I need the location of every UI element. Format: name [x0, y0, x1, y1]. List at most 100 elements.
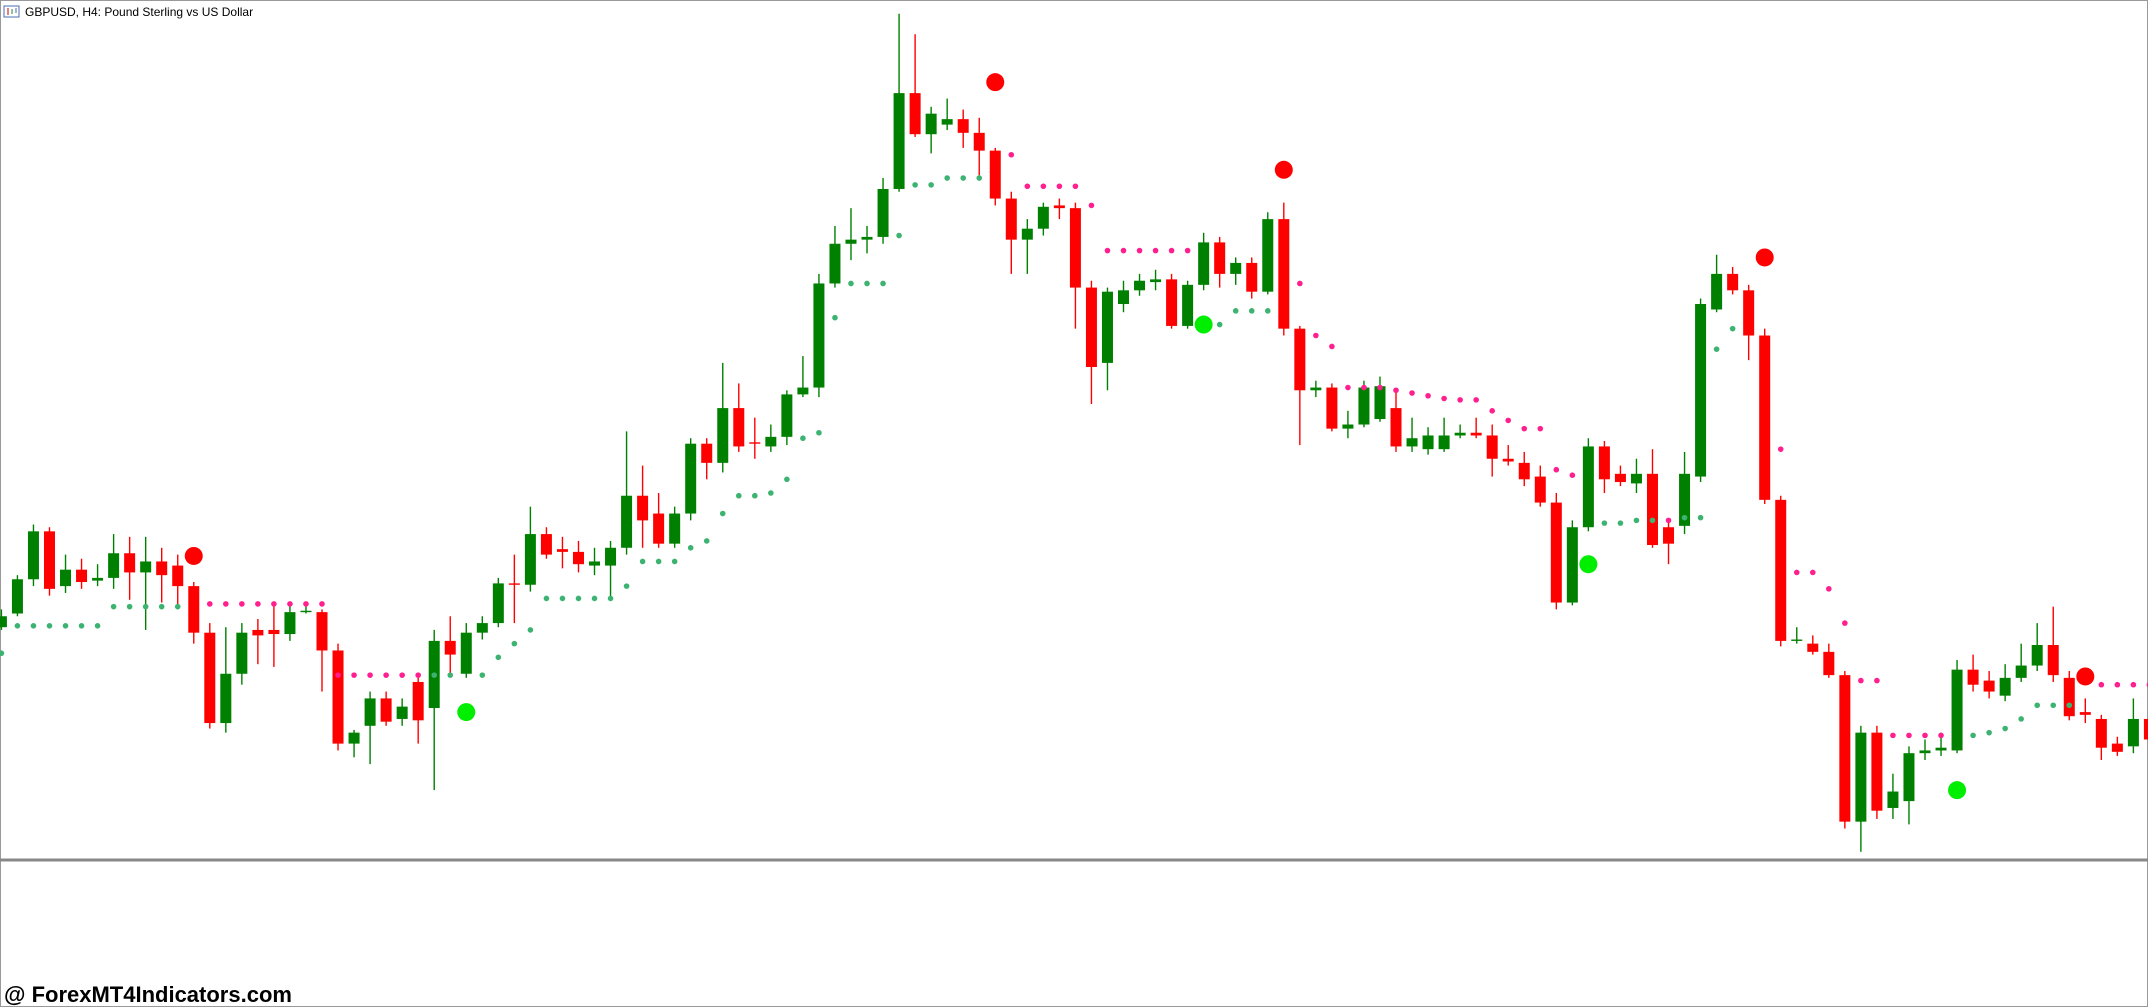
candle-body	[60, 569, 72, 587]
candle-body	[204, 632, 216, 724]
candle-body	[1262, 219, 1274, 292]
sar-dot	[1457, 397, 1463, 403]
sar-dot	[287, 601, 293, 607]
sar-dot	[1906, 732, 1912, 739]
candle-body	[733, 408, 745, 447]
candle-body	[140, 561, 152, 573]
candle-body	[1935, 747, 1947, 751]
candle-body	[508, 583, 520, 585]
sar-dot	[1809, 569, 1816, 576]
candle-body	[1021, 228, 1033, 240]
sar-dot	[2034, 702, 2041, 709]
candle-body	[300, 610, 312, 613]
candle-body	[1310, 387, 1322, 391]
candle-body	[621, 495, 633, 548]
sar-dot	[671, 558, 678, 565]
sar-dot	[1248, 308, 1255, 314]
sar-dot	[1489, 408, 1495, 414]
candle-body	[2111, 743, 2123, 752]
candle-body	[1823, 651, 1835, 676]
sar-dot	[1713, 346, 1720, 353]
candle-body	[1342, 424, 1354, 429]
sar-dot	[1313, 332, 1319, 339]
candle-body	[1534, 476, 1546, 503]
candle-body	[1454, 432, 1466, 436]
sar-dot	[1553, 466, 1560, 473]
candle-body	[1630, 473, 1642, 484]
chart-title: GBPUSD, H4: Pound Sterling vs US Dollar	[25, 5, 253, 19]
sar-dot	[1136, 247, 1143, 254]
candle-body	[1486, 435, 1498, 459]
sar-dot	[239, 601, 245, 607]
sar-dot	[1633, 517, 1640, 524]
candle-body	[1743, 290, 1755, 336]
sar-dot	[2002, 725, 2008, 732]
sar-dot	[1858, 677, 1864, 684]
sar-dot	[768, 490, 774, 496]
sar-dot	[479, 672, 486, 678]
candle-body	[1134, 280, 1146, 291]
candle-body	[1566, 527, 1578, 603]
candle-body	[1999, 677, 2011, 696]
candle-body	[43, 531, 55, 589]
candle-body	[1711, 273, 1723, 310]
sar-dot	[1793, 569, 1800, 576]
sar-dot	[719, 510, 726, 517]
candle-body	[1839, 675, 1851, 822]
candle-body	[252, 629, 264, 636]
candle-body	[1727, 273, 1739, 291]
sar-dot	[928, 182, 934, 188]
sar-dot	[383, 672, 389, 678]
sar-dot	[784, 476, 790, 483]
candle-body	[1695, 304, 1707, 477]
candle-body	[2079, 712, 2091, 715]
sar-dot	[206, 601, 213, 607]
candle-body	[540, 534, 552, 555]
sar-dot	[1601, 520, 1608, 526]
candle-body	[1903, 753, 1915, 802]
sar-dot	[1970, 732, 1976, 739]
sar-dot	[543, 595, 550, 602]
sar-dot	[495, 654, 502, 661]
sar-dot	[1072, 183, 1079, 190]
buy-signal	[1948, 781, 1967, 800]
sar-dot	[399, 672, 405, 678]
sar-dot	[415, 672, 421, 678]
sar-dot	[1216, 321, 1223, 328]
candle-body	[380, 698, 392, 722]
sar-dot	[591, 595, 598, 602]
candle-body	[1646, 473, 1658, 546]
candle-body	[1550, 502, 1562, 603]
sar-dot	[1938, 732, 1944, 739]
candle-body	[2063, 677, 2075, 717]
sar-dot	[1088, 202, 1095, 209]
sar-dot	[2018, 716, 2024, 722]
candle-body	[893, 93, 905, 189]
sar-dot	[1361, 384, 1367, 391]
candle-body	[813, 283, 825, 388]
sar-dot	[944, 175, 950, 181]
candle-body	[556, 549, 568, 552]
sar-dot	[703, 538, 710, 544]
candle-body	[1502, 458, 1514, 462]
candle-body	[1438, 435, 1450, 450]
candle-body	[1053, 205, 1065, 209]
candle-body	[1101, 291, 1113, 363]
candle-body	[2127, 718, 2139, 747]
sar-dot	[1232, 308, 1239, 314]
candle-body	[572, 551, 584, 565]
candle-body	[444, 640, 456, 655]
sar-dot	[1184, 247, 1191, 254]
sar-dot	[1537, 425, 1544, 432]
sar-dot	[511, 640, 518, 647]
sar-dot	[1056, 183, 1063, 190]
sar-dot	[1697, 514, 1704, 521]
sar-dot	[1008, 151, 1015, 158]
sar-dot	[223, 601, 229, 607]
candle-body	[0, 616, 7, 628]
sell-signal	[1755, 248, 1774, 267]
candle-body	[348, 732, 360, 744]
sar-dot	[0, 650, 5, 657]
